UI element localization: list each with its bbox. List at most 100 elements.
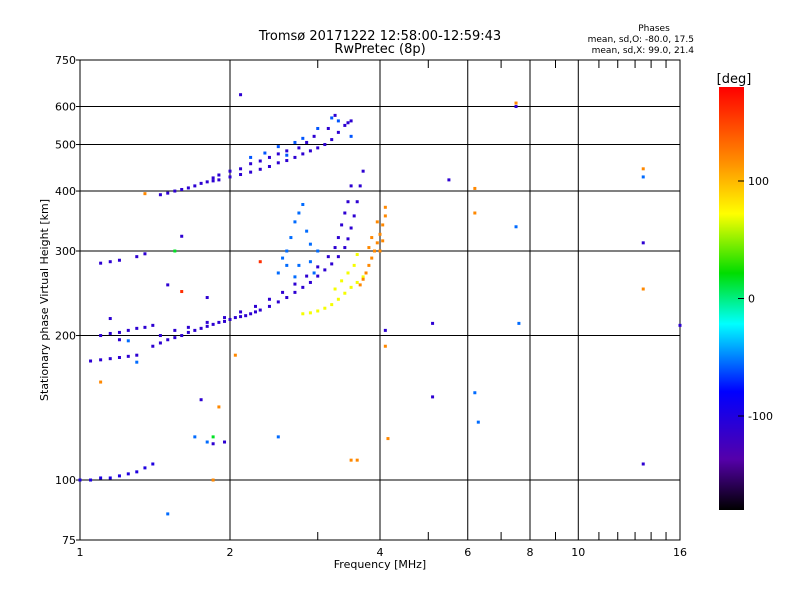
data-point [108,331,112,335]
data-point [180,234,184,238]
data-point [249,155,253,159]
data-point [308,311,312,315]
data-point [99,261,103,265]
data-point [378,249,382,253]
data-point [323,306,327,310]
data-point [297,211,301,215]
data-point [108,317,112,321]
x-tick-label: 4 [377,546,384,559]
data-point [641,241,645,245]
data-point [233,353,237,357]
data-point [447,178,451,182]
data-point [258,308,262,312]
data-point [293,275,297,279]
data-point [293,220,297,224]
data-point [193,435,197,439]
data-point [99,358,103,362]
data-point [346,271,350,275]
y-tick-label: 400 [55,185,76,198]
x-axis-label: Frequency [MHz] [334,558,426,571]
series-low-E-trace [99,252,155,338]
data-point [285,149,289,153]
data-point [239,315,243,319]
data-point [349,134,353,138]
y-axis-label: Stationary phase Virtual Height [km] [38,199,51,401]
data-point [285,159,289,163]
series-o-trace-yellow [301,253,365,316]
data-point [383,205,387,209]
data-point [330,262,334,266]
series-sporadic-cyan [126,175,645,516]
data-point [211,176,215,180]
data-point [330,303,334,307]
data-point [199,326,203,330]
data-point [336,119,340,123]
data-point [239,93,243,97]
data-point [143,466,147,470]
y-tick-label: 750 [55,54,76,67]
data-point [228,317,232,321]
data-point [193,184,197,188]
data-point [151,462,155,466]
data-point [276,300,280,304]
data-point [340,279,344,283]
data-point [78,478,82,482]
data-point [364,271,368,275]
data-point [333,246,337,250]
data-point [370,256,374,260]
colorbar-tick-label: 0 [748,293,755,306]
data-point [383,214,387,218]
data-point [370,236,374,240]
data-point [267,155,271,159]
data-point [349,285,353,289]
data-point [276,435,280,439]
data-point [473,211,477,215]
data-point [199,398,203,402]
data-point [381,239,385,243]
data-point [316,249,320,253]
data-point [117,338,121,342]
series-sporadic-orange [99,101,645,482]
data-point [312,271,316,275]
series-sporadic-blue [89,93,682,466]
data-point [293,290,297,294]
data-point [297,146,301,150]
data-point [330,116,334,120]
data-point [166,191,170,195]
data-point [343,211,347,215]
colorbar-label: [deg] [717,72,752,87]
data-point [514,105,518,109]
data-point [263,151,267,155]
data-point [305,140,309,144]
data-point [186,186,190,190]
data-point [383,344,387,348]
data-point [89,359,93,363]
data-point [301,285,305,289]
data-point [267,164,271,168]
data-point [217,178,221,182]
data-point [301,202,305,206]
data-point [349,184,353,188]
data-point [312,134,316,138]
data-point [326,126,330,130]
data-point [205,296,209,300]
data-point [99,334,103,338]
data-point [330,138,334,142]
data-point [166,512,170,516]
series-lower-F-layer [151,169,365,348]
data-point [476,420,480,424]
x-tick-label: 1 [77,546,84,559]
data-point [316,309,320,313]
data-point [358,283,362,287]
data-point [173,189,177,193]
y-tick-label: 600 [55,101,76,114]
data-point [249,170,253,174]
data-point [281,290,285,294]
data-point [228,175,232,179]
data-point [349,119,353,123]
data-point [308,242,312,246]
data-point [244,314,248,318]
data-point [276,161,280,165]
series-sporadic-green [173,249,215,439]
data-point [258,167,262,171]
